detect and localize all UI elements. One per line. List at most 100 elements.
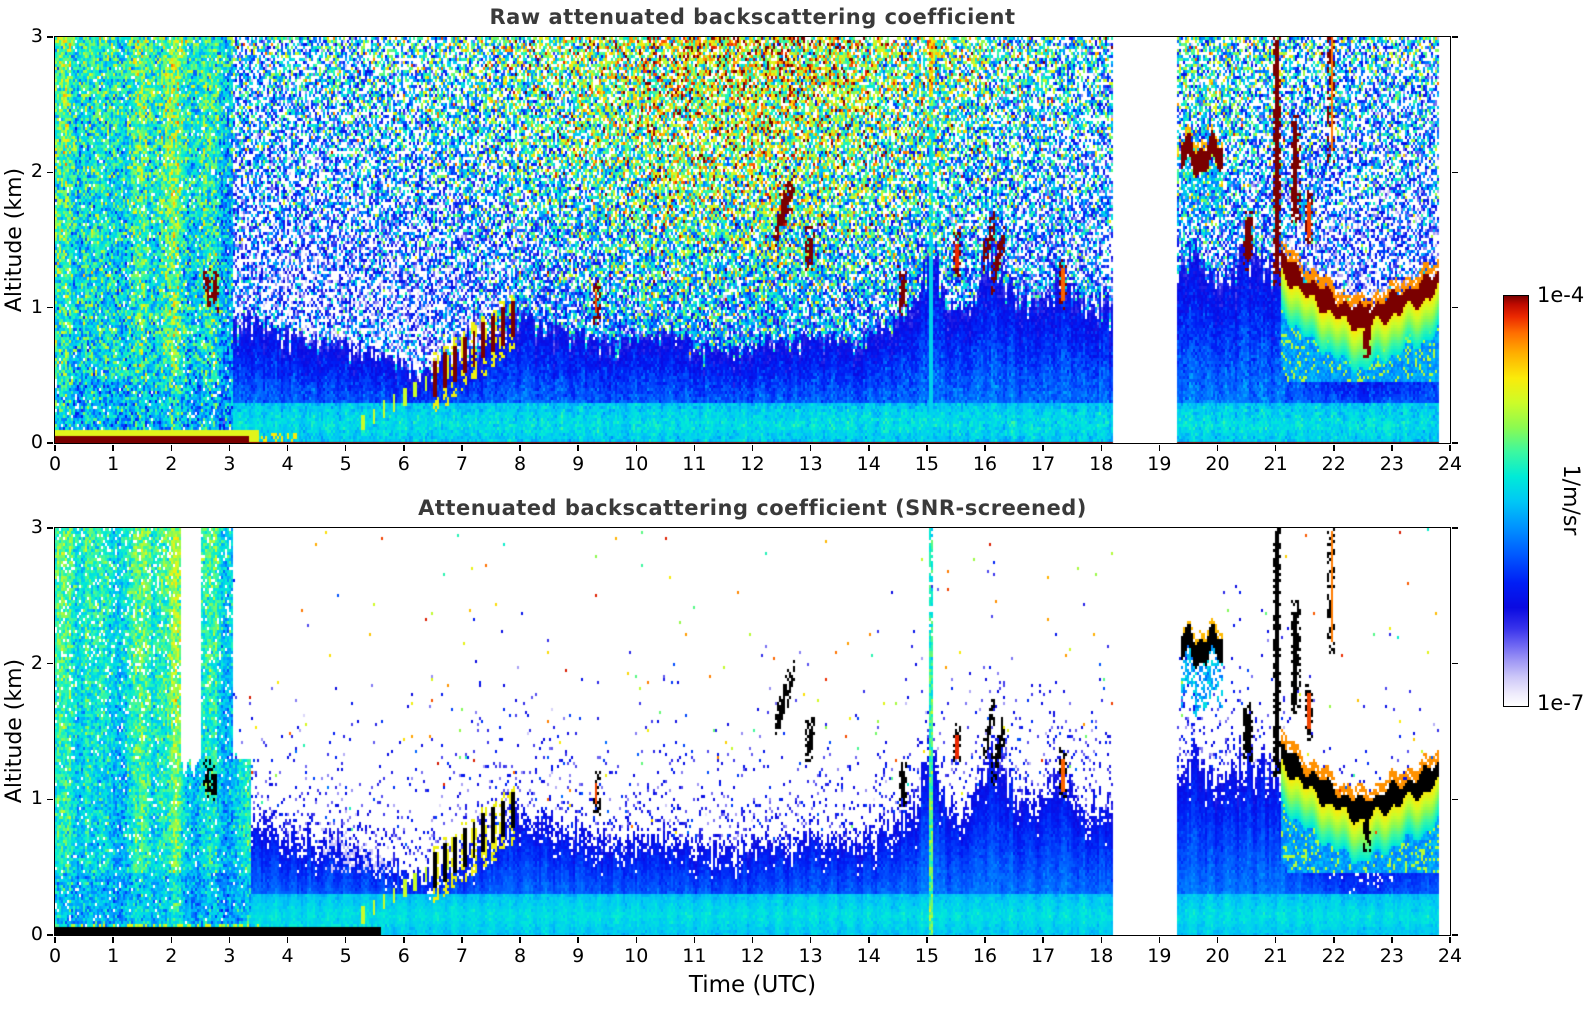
y-tick-mark-right	[1452, 36, 1458, 38]
x-tick-mark	[461, 444, 463, 451]
x-tick-label: 9	[572, 945, 585, 967]
x-tick-label: 3	[223, 945, 236, 967]
x-tick-label: 11	[682, 945, 707, 967]
y-tick-mark-right	[1452, 662, 1458, 665]
x-tick-mark	[1333, 936, 1335, 943]
panel2-plot-area	[53, 526, 1451, 936]
x-tick-label: 24	[1437, 945, 1463, 967]
y-tick-mark	[47, 171, 53, 174]
x-tick-mark	[403, 936, 405, 943]
x-tick-mark	[1042, 444, 1044, 451]
panel1-plot-area	[53, 35, 1451, 444]
x-tick-mark	[751, 936, 754, 943]
x-tick-label: 17	[1031, 945, 1056, 967]
y-tick-label: 2	[30, 160, 43, 183]
x-tick-mark	[1100, 936, 1102, 943]
x-tick-mark	[751, 444, 754, 451]
colorbar-gradient	[1503, 295, 1529, 707]
x-tick-label: 21	[1263, 945, 1288, 967]
x-tick-mark	[112, 936, 114, 943]
x-tick-mark	[54, 936, 56, 943]
x-tick-mark	[693, 444, 696, 451]
x-tick-mark	[286, 444, 289, 451]
x-tick-mark	[984, 444, 986, 451]
x-tick-label: 4	[281, 945, 294, 967]
x-tick-label: 5	[339, 945, 352, 967]
x-tick-mark	[1216, 936, 1219, 943]
x-tick-mark	[1042, 936, 1044, 943]
x-tick-label: 0	[48, 945, 62, 967]
y-tick-label: 3	[30, 516, 43, 538]
y-tick-mark-right	[1452, 171, 1458, 174]
x-tick-label: 6	[397, 453, 410, 475]
x-tick-label: 1	[107, 453, 120, 475]
x-tick-label: 4	[281, 453, 294, 475]
colorbar-max-label: 1e-4	[1537, 283, 1585, 307]
x-tick-label: 22	[1321, 945, 1346, 967]
x-tick-mark	[868, 444, 870, 451]
y-tick-label: 2	[30, 651, 43, 674]
x-tick-label: 9	[572, 453, 585, 475]
x-tick-mark	[1391, 936, 1393, 943]
x-tick-label: 7	[455, 945, 468, 967]
x-tick-label: 14	[856, 453, 881, 475]
x-tick-mark	[344, 936, 347, 943]
x-tick-mark	[286, 936, 289, 943]
x-tick-label: 11	[682, 453, 707, 475]
x-tick-mark	[635, 936, 637, 943]
x-tick-mark	[228, 936, 231, 943]
colorbar-units-label: 1/m/sr	[1558, 464, 1583, 536]
x-tick-mark	[577, 444, 579, 451]
x-tick-mark	[344, 444, 347, 451]
x-tick-mark	[170, 444, 172, 451]
x-tick-mark	[228, 444, 231, 451]
x-tick-mark	[170, 936, 172, 943]
x-tick-label: 1	[107, 945, 120, 967]
x-tick-label: 12	[740, 945, 765, 967]
y-tick-mark	[47, 934, 53, 936]
panel1-y-axis-label: Altitude (km)	[2, 167, 27, 313]
x-tick-label: 20	[1205, 453, 1230, 475]
x-axis-label: Time (UTC)	[688, 972, 817, 998]
x-tick-label: 17	[1031, 453, 1056, 475]
x-tick-label: 22	[1321, 453, 1346, 475]
x-tick-mark	[54, 444, 56, 451]
x-tick-mark	[635, 444, 637, 451]
x-tick-label: 10	[624, 453, 649, 475]
panel2-heatmap-canvas	[54, 527, 1450, 935]
y-tick-mark	[47, 306, 53, 309]
x-tick-mark	[1449, 444, 1451, 451]
x-tick-label: 18	[1089, 945, 1114, 967]
x-tick-label: 6	[397, 945, 410, 967]
x-tick-mark	[519, 444, 521, 451]
x-tick-label: 13	[798, 453, 823, 475]
y-tick-label: 1	[30, 295, 43, 318]
x-tick-label: 8	[513, 453, 527, 475]
x-tick-mark	[809, 444, 812, 451]
x-tick-label: 2	[165, 453, 178, 475]
x-tick-label: 23	[1379, 453, 1404, 475]
x-tick-label: 10	[624, 945, 649, 967]
y-tick-mark	[47, 442, 53, 444]
panel1-heatmap-canvas	[54, 36, 1450, 443]
x-tick-label: 20	[1205, 945, 1230, 967]
x-tick-mark	[1216, 444, 1219, 451]
x-tick-label: 15	[914, 453, 939, 475]
x-tick-mark	[868, 936, 870, 943]
x-tick-mark	[926, 444, 928, 451]
y-tick-mark	[47, 527, 53, 529]
x-tick-mark	[1391, 444, 1393, 451]
x-tick-mark	[809, 936, 812, 943]
x-tick-mark	[1100, 444, 1102, 451]
panel2-y-axis-label: Altitude (km)	[2, 658, 27, 804]
y-tick-mark-right	[1452, 306, 1458, 309]
x-tick-mark	[112, 444, 114, 451]
x-tick-mark	[1333, 444, 1335, 451]
y-tick-label: 3	[30, 25, 43, 47]
x-tick-mark	[984, 936, 986, 943]
y-tick-label: 0	[30, 431, 43, 453]
panel1-title: Raw attenuated backscattering coefficien…	[489, 5, 1016, 29]
y-tick-mark	[47, 36, 53, 38]
x-tick-label: 21	[1263, 453, 1288, 475]
